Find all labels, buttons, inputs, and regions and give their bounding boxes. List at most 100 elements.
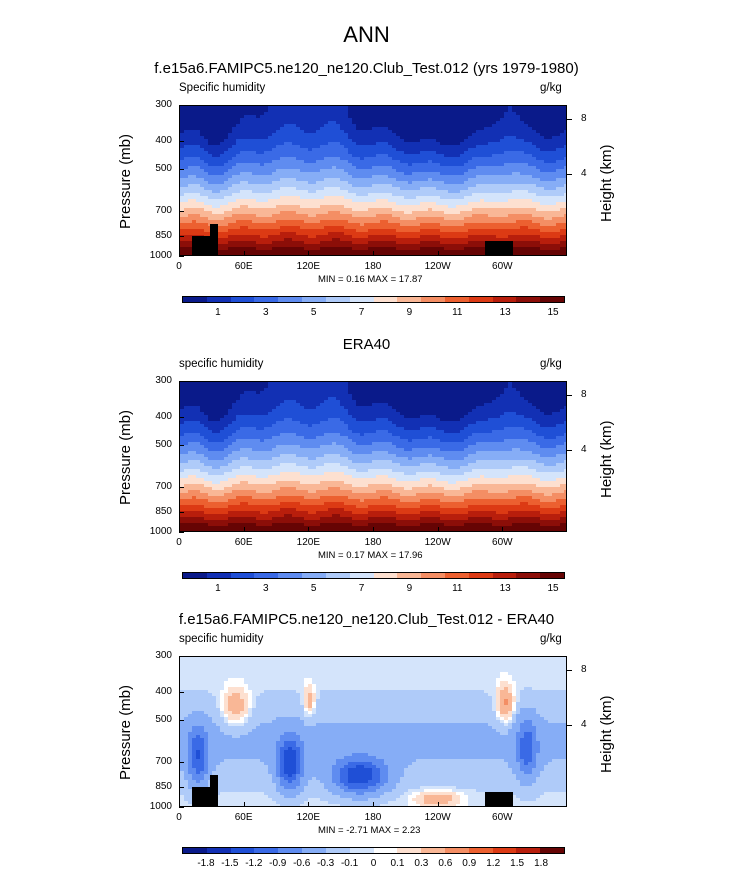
contour-cell [428,121,433,125]
contour-cell [280,160,285,164]
contour-cell [552,160,557,164]
contour-cell [544,208,549,212]
contour-cell [252,154,257,158]
contour-cell [324,253,329,255]
contour-cell [408,205,413,209]
contour-cell [300,142,305,146]
contour-cell [192,115,197,119]
contour-cell [344,211,349,215]
contour-cell [392,133,397,137]
contour-cell [324,121,329,125]
contour-cell [364,112,369,116]
contour-cell [400,190,405,194]
contour-cell [300,238,305,242]
contour-cell [440,241,445,245]
contour-cell [220,199,225,203]
contour-cell [412,211,417,215]
contour-cell [528,205,533,209]
contour-cell [412,160,417,164]
contour-cell [320,202,325,206]
contour-cell [308,148,313,152]
contour-cell [476,211,481,215]
contour-cell [224,130,229,134]
contour-cell [516,220,521,224]
contour-cell [284,145,289,149]
contour-cell [220,208,225,212]
contour-cell [188,139,193,143]
contour-cell [536,121,541,125]
contour-cell [360,253,365,255]
contour-cell [400,244,405,248]
contour-cell [468,181,473,185]
contour-cell [436,220,441,224]
contour-cell [452,220,457,224]
contour-cell [328,196,333,200]
contour-cell [320,235,325,239]
contour-cell [384,139,389,143]
contour-cell [296,109,301,113]
contour-cell [452,109,457,113]
contour-cell [304,142,309,146]
contour-cell [504,160,509,164]
contour-cell [488,160,493,164]
contour-cell [180,157,185,161]
contour-cell [532,178,537,182]
contour-cell [464,112,469,116]
contour-cell [480,214,485,218]
contour-cell [460,154,465,158]
contour-cell [408,229,413,233]
contour-cell [332,112,337,116]
contour-cell [420,151,425,155]
contour-cell [360,220,365,224]
contour-cell [236,190,241,194]
contour-cell [408,160,413,164]
contour-cell [448,217,453,221]
contour-cell [432,178,437,182]
contour-cell [312,211,317,215]
contour-cell [476,181,481,185]
contour-cell [272,109,277,113]
contour-cell [328,112,333,116]
contour-cell [492,163,497,167]
contour-cell [204,184,209,188]
contour-cell [336,193,341,197]
contour-cell [296,205,301,209]
contour-cell [356,169,361,173]
contour-cell [416,109,421,113]
contour-cell [336,181,341,185]
contour-cell [192,106,197,110]
contour-cell [544,205,549,209]
contour-cell [412,133,417,137]
contour-cell [276,106,281,110]
contour-cell [208,118,213,122]
contour-cell [228,214,233,218]
contour-cell [388,193,393,197]
contour-cell [384,220,389,224]
contour-cell [352,118,357,122]
contour-cell [336,148,341,152]
contour-cell [468,124,473,128]
contour-cell [468,112,473,116]
contour-cell [388,241,393,245]
contour-cell [564,217,566,221]
contour-cell [300,136,305,140]
contour-cell [344,205,349,209]
contour-cell [356,214,361,218]
contour-cell [476,226,481,230]
contour-cell [424,175,429,179]
contour-cell [528,253,533,255]
contour-cell [284,112,289,116]
contour-cell [236,136,241,140]
contour-cell [456,196,461,200]
contour-cell [292,157,297,161]
contour-cell [396,199,401,203]
contour-cell [540,121,545,125]
contour-cell [432,238,437,242]
contour-cell [524,226,529,230]
contour-cell [472,148,477,152]
contour-cell [484,229,489,233]
topography-mask [485,241,513,255]
contour-cell [220,142,225,146]
contour-cell [560,217,565,221]
contour-cell [232,223,237,227]
